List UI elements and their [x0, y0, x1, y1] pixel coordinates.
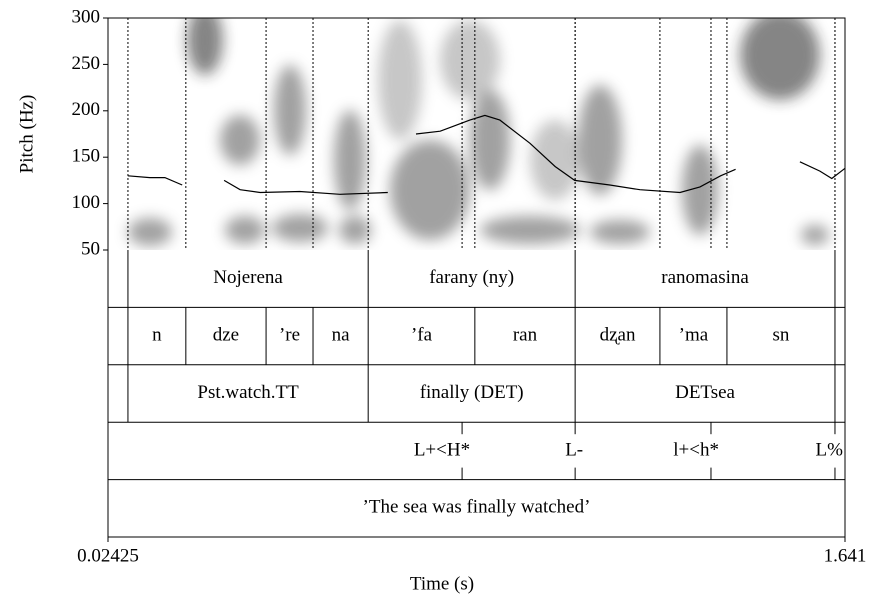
interval-label: ’re	[279, 324, 300, 345]
y-axis-label: Pitch (Hz)	[16, 95, 37, 174]
interval-label: Nojerena	[213, 267, 283, 288]
interval-label: n	[152, 324, 162, 345]
interval-label: Pst.watch.TT	[197, 382, 299, 403]
x-axis-label: Time (s)	[410, 573, 474, 594]
interval-label: farany (ny)	[429, 267, 514, 288]
point-label: l+<h*	[673, 439, 719, 460]
y-tick-label: 100	[72, 192, 101, 213]
y-tick-label: 200	[72, 99, 101, 120]
y-tick-label: 250	[72, 53, 101, 74]
y-tick-label: 50	[81, 238, 100, 259]
interval-label: finally (DET)	[420, 382, 524, 403]
y-tick-label: 300	[72, 6, 101, 27]
interval-label: ran	[513, 324, 538, 345]
interval-label: dʐan	[600, 324, 636, 345]
interval-label: ’ma	[679, 324, 709, 345]
interval-label: DETsea	[675, 382, 735, 403]
x-tick-label: 0.02425	[77, 545, 139, 566]
interval-label: ’The sea was finally watched’	[363, 497, 591, 518]
pitch-track	[127, 114, 846, 195]
interval-label: na	[332, 324, 351, 345]
x-tick-label: 1.641	[824, 545, 867, 566]
point-label: L%	[816, 439, 844, 460]
spectrogram	[128, 18, 829, 246]
interval-label: ranomasina	[661, 267, 749, 288]
y-tick-label: 150	[72, 146, 101, 167]
interval-label: dze	[213, 324, 239, 345]
interval-label: sn	[772, 324, 789, 345]
point-label: L-	[565, 439, 583, 460]
point-label: L+<H*	[414, 439, 470, 460]
interval-label: ’fa	[411, 324, 433, 345]
